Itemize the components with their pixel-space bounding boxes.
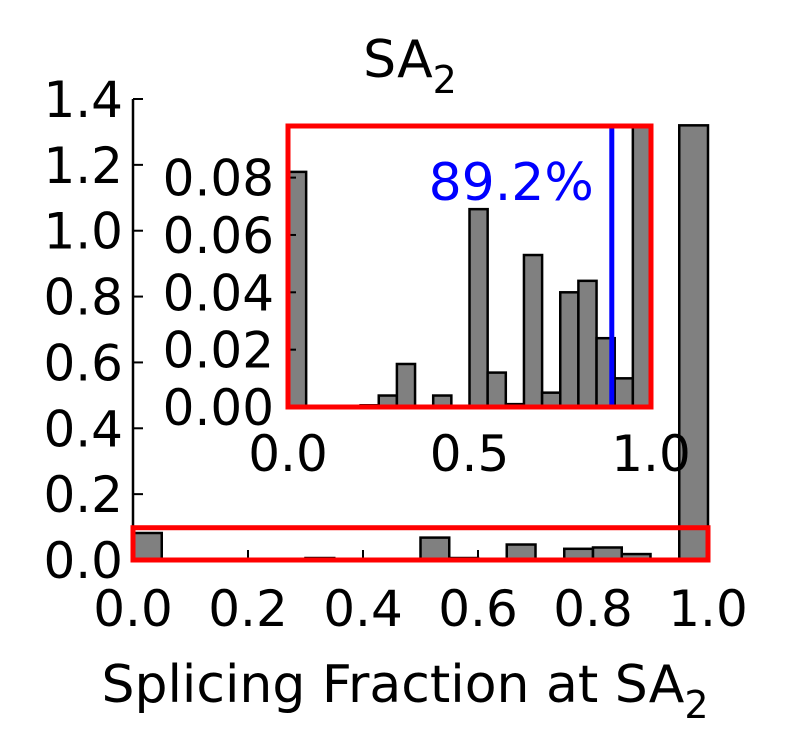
inset-bar-14 [631,124,653,409]
x-tick-label: 0.8 [553,580,633,638]
inset-y-tick-label: 0.06 [163,207,274,265]
y-tick-label: 0.2 [43,466,123,524]
y-tick-label: 0.0 [43,532,123,590]
y-tick-label: 1.4 [43,71,123,129]
marker-label: 89.2% [429,153,594,213]
inset-bar-11 [577,279,598,409]
inset-y-tick-label: 0.00 [163,379,274,437]
zoom-region-box [130,525,711,563]
y-tick-label: 0.6 [43,334,123,392]
bar-0 [131,531,163,562]
x-axis-label: Splicing Fraction at SA2 [101,655,708,727]
inset-y-tick-label: 0.04 [163,264,274,322]
x-tick-label: 0.2 [208,580,288,638]
x-tick-label: 1.0 [668,580,748,638]
x-tick-label: 0.6 [438,580,518,638]
inset-bar-13 [613,377,635,409]
main-axes: 0.0 0.2 0.4 0.6 0.8 1.0 0.0 0.2 0.4 0.6 0.8 1.0 1.2 1… [43,71,747,638]
inset-y-tick-label: 0.08 [163,150,274,208]
inset-frame [285,123,654,410]
zoom-box-group [130,525,711,563]
bar-8 [678,124,710,562]
main-bars [131,124,710,562]
bar-2 [419,536,451,562]
inset-bar-6 [486,371,508,409]
y-tick-label: 0.8 [43,269,123,327]
x-tick-label: 0.4 [323,580,403,638]
inset-bar-0 [286,170,308,409]
inset-y-tick-label: 0.02 [163,322,274,380]
y-tick-label: 0.4 [43,400,123,458]
inset-x-tick-label: 1.0 [611,425,691,483]
y-tick-label: 1.2 [43,137,123,195]
inset-bar-3 [395,362,417,409]
inset-x-tick-label: 0.0 [248,425,328,483]
inset-plot: 89.2% 0.0 0.5 1.0 0.000.020.040.060.08 [163,123,691,483]
y-tick-label: 1.0 [43,203,123,261]
chart-title: SA2 [363,30,457,102]
x-tick-label: 0.0 [93,580,173,638]
inset-bar-5 [468,207,489,409]
inset-bar-8 [522,253,544,409]
inset-bar-10 [559,291,580,409]
inset-x-tick-label: 0.5 [430,425,510,483]
